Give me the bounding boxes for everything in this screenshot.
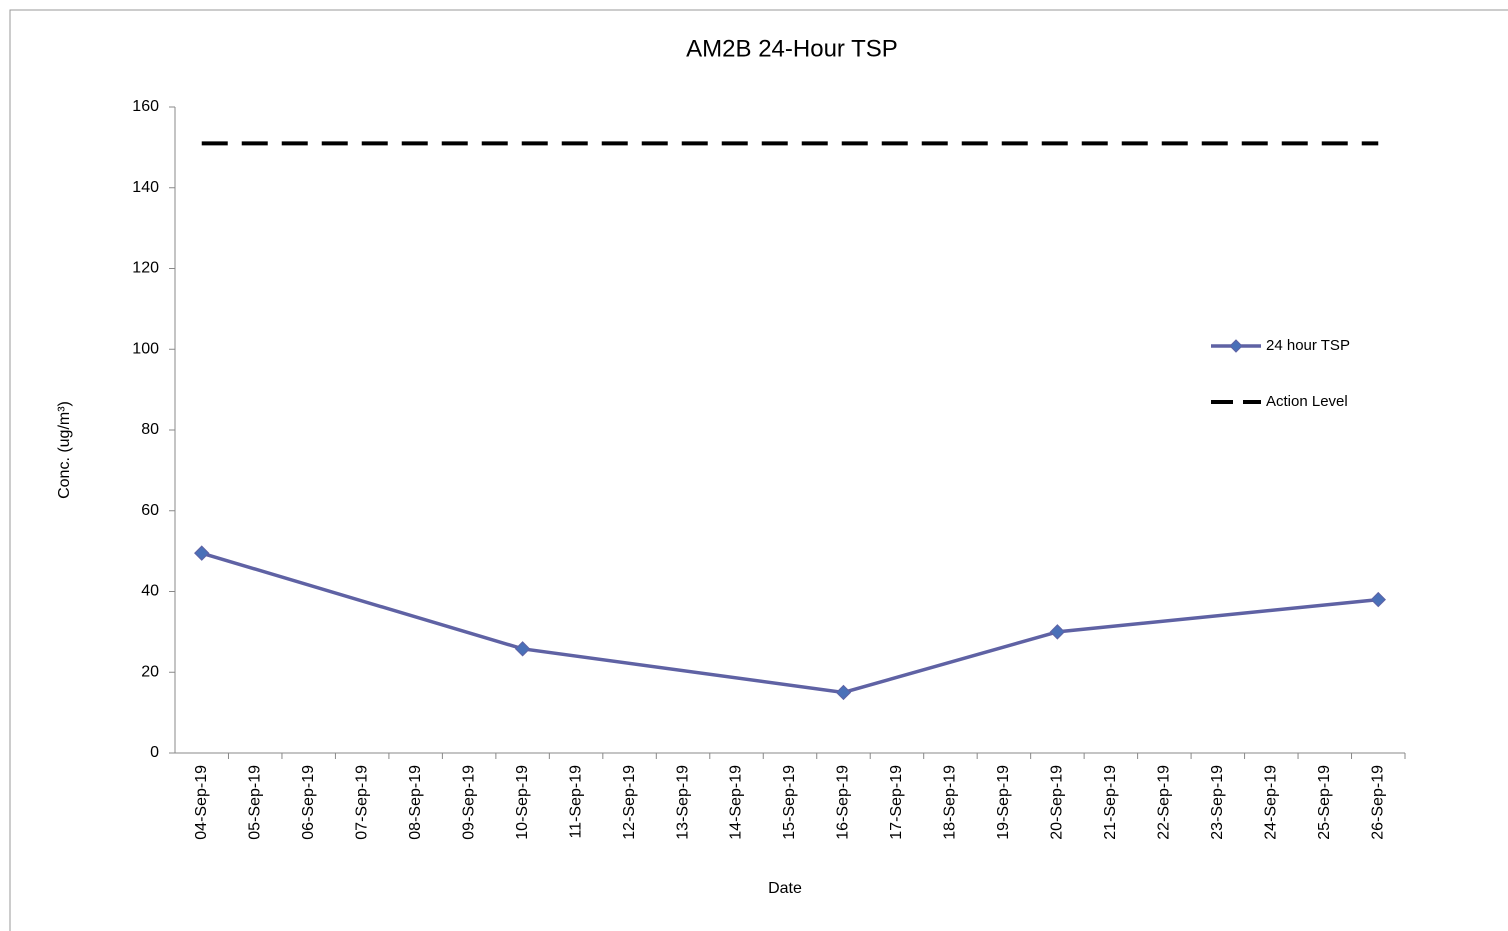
y-tick-label: 60 xyxy=(141,502,159,519)
x-tick-label: 07-Sep-19 xyxy=(353,765,370,840)
y-tick-label: 120 xyxy=(132,260,159,277)
x-tick-label: 12-Sep-19 xyxy=(621,765,638,840)
x-tick-label: 24-Sep-19 xyxy=(1263,765,1280,840)
x-tick-label: 19-Sep-19 xyxy=(995,765,1012,840)
x-tick-label: 15-Sep-19 xyxy=(781,765,798,840)
legend-marker xyxy=(1229,339,1243,353)
x-tick-label: 10-Sep-19 xyxy=(514,765,531,840)
data-point xyxy=(1049,624,1066,640)
chart-title: AM2B 24-Hour TSP xyxy=(686,35,898,62)
x-tick-label: 26-Sep-19 xyxy=(1369,765,1386,840)
legend-label: 24 hour TSP xyxy=(1266,337,1350,354)
y-tick-label: 80 xyxy=(141,421,159,438)
legend-label: Action Level xyxy=(1266,393,1348,410)
x-tick-label: 13-Sep-19 xyxy=(674,765,691,840)
data-point xyxy=(835,684,852,701)
y-axis-label: Conc. (ug/m³) xyxy=(56,401,73,499)
y-tick-label: 140 xyxy=(132,179,159,196)
data-point xyxy=(1370,591,1386,608)
x-tick-label: 08-Sep-19 xyxy=(407,765,424,840)
x-tick-label: 25-Sep-19 xyxy=(1316,765,1333,840)
chart-frame xyxy=(9,9,1508,931)
y-tick-label: 100 xyxy=(132,340,159,357)
x-tick-label: 11-Sep-19 xyxy=(567,765,584,839)
data-point xyxy=(194,545,210,561)
x-tick-label: 23-Sep-19 xyxy=(1209,765,1226,840)
x-tick-label: 22-Sep-19 xyxy=(1156,765,1173,840)
x-tick-label: 06-Sep-19 xyxy=(300,765,317,840)
x-tick-label: 05-Sep-19 xyxy=(246,765,263,840)
y-tick-label: 160 xyxy=(132,98,159,115)
x-tick-label: 14-Sep-19 xyxy=(728,765,745,840)
y-tick-label: 0 xyxy=(150,744,159,761)
x-tick-label: 21-Sep-19 xyxy=(1102,765,1119,840)
y-tick-label: 20 xyxy=(141,663,159,680)
x-tick-label: 18-Sep-19 xyxy=(942,765,959,840)
data-point xyxy=(514,641,531,657)
x-tick-label: 20-Sep-19 xyxy=(1049,765,1066,840)
y-tick-label: 40 xyxy=(141,583,159,600)
series-line xyxy=(201,551,1379,695)
x-tick-label: 17-Sep-19 xyxy=(888,765,905,840)
x-tick-label: 16-Sep-19 xyxy=(835,765,852,840)
x-tick-label: 04-Sep-19 xyxy=(193,765,210,840)
x-axis-label: Date xyxy=(768,880,802,897)
x-tick-label: 09-Sep-19 xyxy=(460,765,477,840)
